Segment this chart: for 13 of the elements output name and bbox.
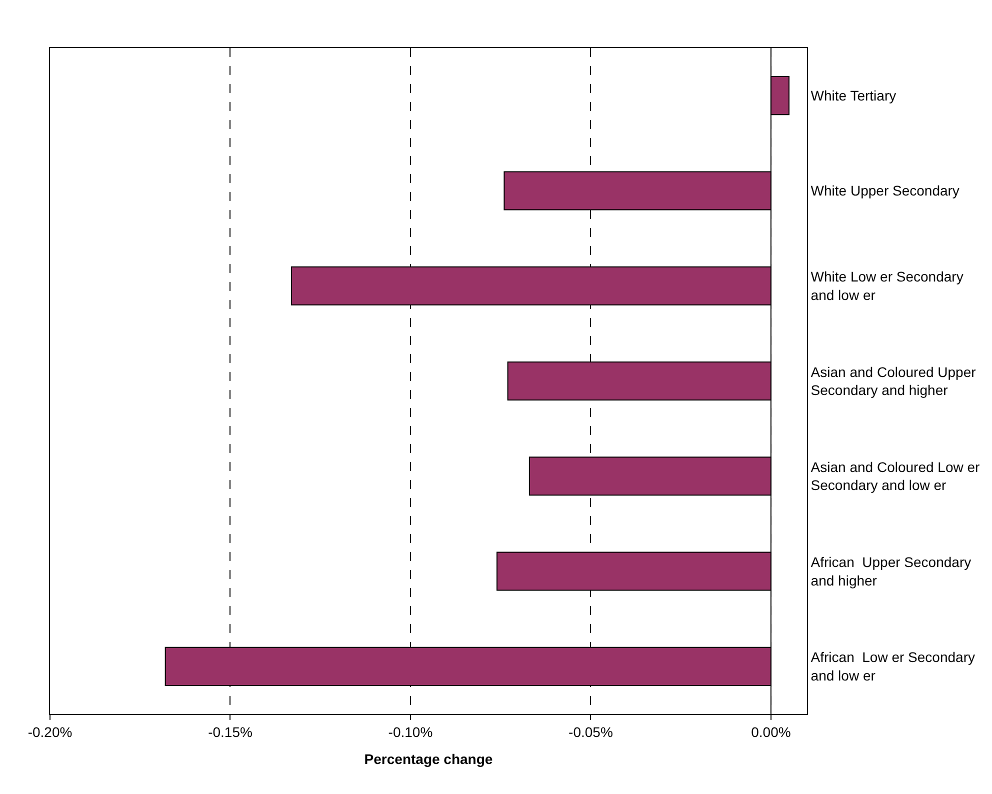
x-tick-label: -0.15% <box>208 724 252 740</box>
y-tick-label: Asian and Coloured Upper Secondary and higher <box>810 364 976 398</box>
y-tick-label: White Upper Secondary <box>810 182 960 199</box>
x-tick-label: -0.05% <box>568 724 613 740</box>
x-tick-label: -0.10% <box>388 724 433 740</box>
y-tick-label: African Low er Secondary and low er <box>810 649 976 684</box>
y-tick-label: African Upper Secondary and higher <box>810 554 972 588</box>
x-axis-title: Percentage change <box>364 751 493 768</box>
x-tick-label: 0.00% <box>751 724 791 740</box>
y-tick-label: White Low er Secondary and low er <box>810 268 964 303</box>
y-tick-label: White Tertiary <box>810 87 896 104</box>
x-tick-label: -0.20% <box>28 724 72 740</box>
y-tick-label: Asian and Coloured Low er Secondary and low er <box>810 458 980 494</box>
